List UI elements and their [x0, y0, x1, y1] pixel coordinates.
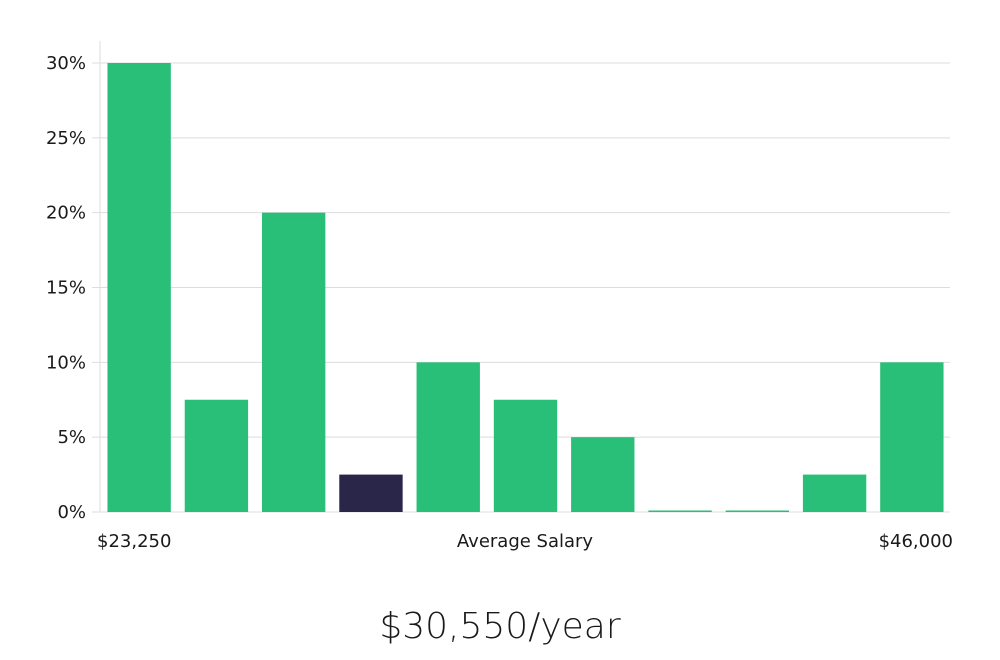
- bar: [880, 362, 944, 512]
- y-tick-label: 25%: [46, 128, 86, 149]
- bar: [107, 63, 171, 512]
- bar: [184, 399, 249, 512]
- x-min-label: $23,250: [97, 531, 171, 552]
- bar: [648, 510, 712, 512]
- x-max-label: $46,000: [879, 531, 953, 552]
- y-tick-label: 5%: [57, 427, 86, 448]
- bar: [571, 437, 635, 512]
- y-tick-label: 20%: [46, 203, 86, 224]
- y-axis-ticks: 0% 5% 10% 15% 20% 25% 30%: [46, 53, 86, 523]
- bar: [416, 362, 480, 512]
- y-tick-label: 30%: [46, 53, 86, 74]
- bar: [802, 474, 867, 512]
- y-tick-label: 15%: [46, 278, 86, 299]
- bars: [107, 63, 944, 512]
- salary-histogram: 0% 5% 10% 15% 20% 25% 30% $23,250 Average Sala…: [46, 41, 953, 552]
- bar: [262, 212, 326, 512]
- x-axis-label: Average Salary: [457, 531, 594, 552]
- chart-svg: 0% 5% 10% 15% 20% 25% 30% $23,250 Average Sala…: [46, 41, 953, 552]
- y-tick-label: 10%: [46, 352, 86, 373]
- bar: [725, 510, 789, 512]
- bar-highlighted: [339, 474, 403, 512]
- y-tick-label: 0%: [57, 502, 86, 523]
- bar: [493, 399, 558, 512]
- average-salary-value: $30,550/year: [379, 606, 621, 647]
